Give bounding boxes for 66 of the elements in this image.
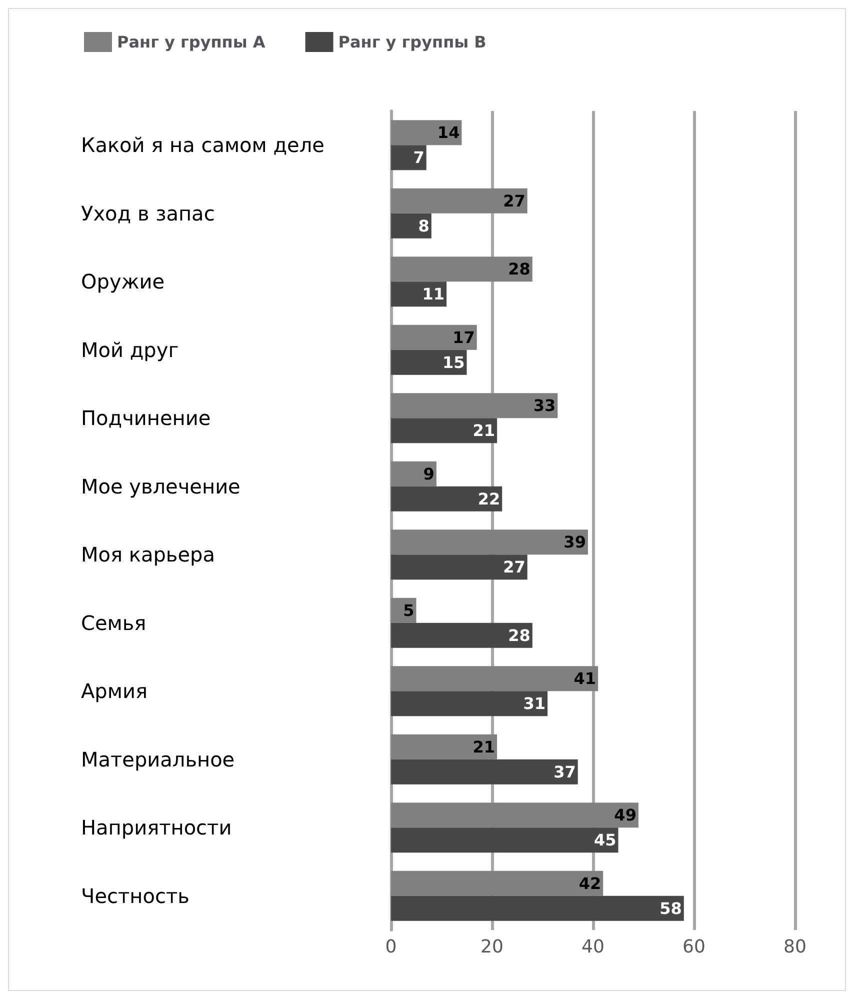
data-label: 9 [423, 464, 434, 484]
bar [391, 461, 436, 486]
y-tick-label: Оружие [81, 270, 165, 294]
y-tick-label: Моя карьера [81, 542, 215, 567]
y-tick-label: Какой я на самом деле [81, 133, 324, 158]
bar [391, 350, 467, 375]
legend-label: Ранг у группы В [338, 32, 486, 52]
bar [391, 802, 638, 828]
legend-label: Ранг у группы А [117, 32, 266, 52]
bar [391, 393, 558, 418]
x-tick-label: 80 [784, 936, 806, 958]
y-tick-label: Честность [81, 884, 190, 908]
data-label: 41 [574, 669, 596, 688]
bar [391, 213, 432, 238]
data-label: 33 [533, 396, 556, 416]
data-label: 8 [418, 216, 430, 236]
bar [391, 486, 502, 512]
data-label: 37 [554, 762, 576, 782]
bar [391, 691, 548, 716]
data-label: 5 [403, 600, 414, 620]
data-label: 27 [503, 558, 526, 577]
y-tick-label: Материальное [81, 747, 235, 772]
y-tick-label: Семья [81, 610, 146, 635]
bar [391, 282, 447, 307]
data-label: 45 [594, 830, 616, 850]
data-label: 28 [508, 626, 530, 645]
bar [391, 145, 426, 170]
data-label: 49 [614, 806, 636, 825]
bar [391, 870, 604, 896]
y-tick-label: Армия [81, 679, 148, 704]
bar [391, 759, 578, 784]
data-label: 22 [478, 489, 500, 508]
x-tick-label: 20 [480, 936, 504, 958]
data-label: 31 [523, 694, 546, 714]
data-label: 58 [660, 898, 682, 918]
data-label: 15 [442, 352, 465, 372]
bar [391, 734, 498, 760]
data-label: 14 [437, 123, 460, 142]
bar [391, 828, 618, 853]
data-label: 28 [508, 260, 530, 279]
bar [391, 666, 598, 692]
bar [391, 418, 498, 444]
y-tick-label: Подчинение [81, 406, 211, 430]
bar [391, 622, 532, 648]
data-label: 7 [413, 148, 424, 168]
data-label: 27 [503, 191, 526, 210]
bar [391, 554, 528, 580]
y-tick-label: Мой друг [81, 338, 179, 362]
x-tick-label: 0 [385, 936, 397, 958]
bar [391, 256, 532, 282]
bar [391, 120, 462, 146]
bar [391, 896, 684, 921]
data-label: 21 [472, 737, 496, 756]
data-label: 21 [472, 421, 496, 440]
y-tick-label: Уход в запас [81, 201, 215, 226]
data-label: 17 [452, 328, 475, 347]
bar [391, 324, 477, 350]
x-tick-label: 60 [682, 936, 706, 958]
y-tick-label: Наприятности [81, 816, 232, 840]
y-tick-label: Мое увлечение [81, 474, 240, 498]
bar [391, 188, 528, 214]
x-tick-label: 40 [582, 936, 604, 958]
data-label: 11 [422, 284, 445, 304]
bar [391, 530, 588, 555]
data-label: 39 [564, 532, 586, 552]
data-label: 42 [578, 874, 602, 893]
